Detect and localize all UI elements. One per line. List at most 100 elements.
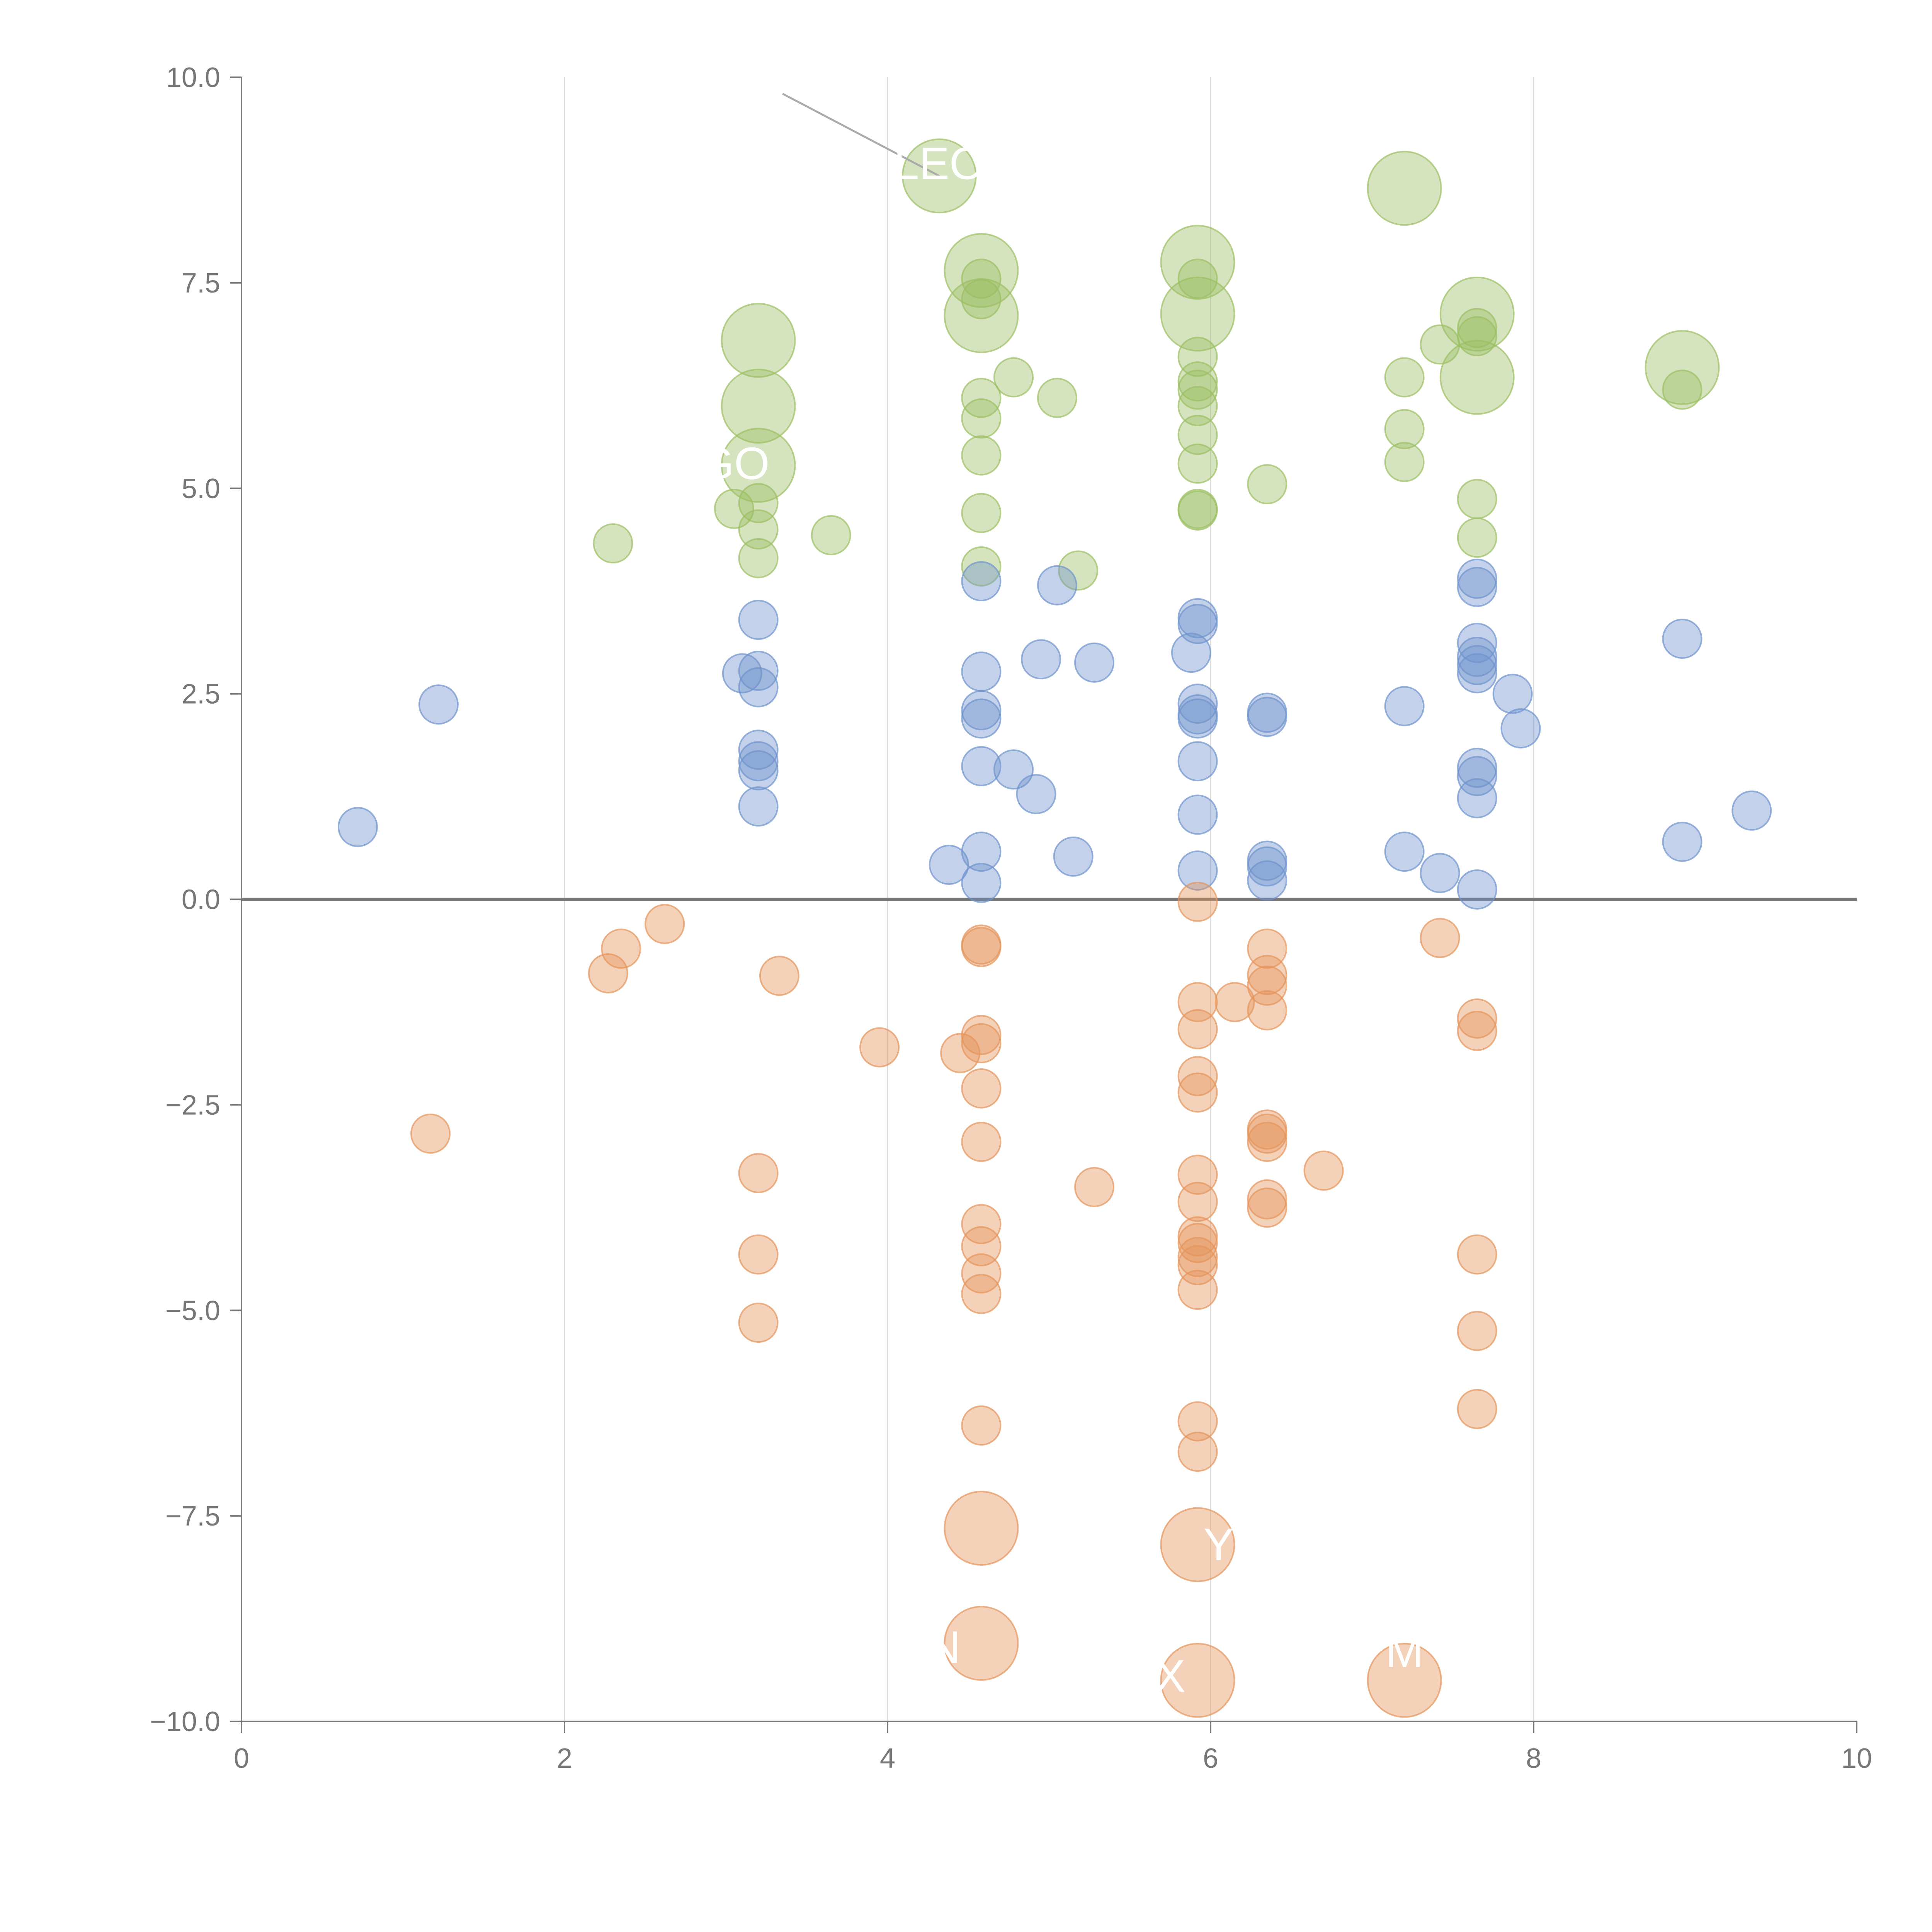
data-point-orange bbox=[1177, 1432, 1218, 1472]
x-tick-label: 6 bbox=[1203, 1743, 1218, 1774]
data-point-orange bbox=[961, 1122, 1002, 1162]
data-point-green bbox=[1457, 517, 1497, 558]
data-point-green bbox=[1384, 409, 1425, 449]
data-point-orange bbox=[410, 1113, 451, 1154]
data-point-orange bbox=[1177, 881, 1218, 922]
data-point-orange bbox=[961, 1405, 1002, 1446]
data-point-orange bbox=[1177, 1270, 1218, 1310]
data-point-blue bbox=[1053, 836, 1094, 877]
data-point-blue bbox=[738, 600, 779, 640]
data-point-blue bbox=[1662, 619, 1702, 659]
data-point-orange bbox=[961, 927, 1002, 967]
large-data-point-green bbox=[721, 303, 796, 378]
annotation-label: M bbox=[1385, 1626, 1423, 1677]
data-point-orange bbox=[961, 1274, 1002, 1314]
data-point-blue bbox=[722, 653, 762, 694]
data-point-orange bbox=[1214, 982, 1255, 1022]
data-point-orange bbox=[1177, 1401, 1218, 1442]
data-point-green bbox=[1177, 386, 1218, 426]
data-point-green bbox=[961, 493, 1002, 533]
data-point-green bbox=[1177, 490, 1218, 531]
data-point-blue bbox=[1384, 832, 1425, 872]
data-point-green bbox=[1177, 259, 1218, 299]
data-point-green bbox=[961, 378, 1002, 418]
data-point-blue bbox=[961, 832, 1002, 872]
data-point-green bbox=[1058, 550, 1099, 591]
data-point-blue bbox=[961, 651, 1002, 692]
annotation-label: WI bbox=[1029, 508, 1085, 559]
annotation-label: LEO bbox=[894, 138, 985, 189]
data-point-blue bbox=[1457, 748, 1497, 788]
data-point-blue bbox=[337, 807, 378, 847]
data-point-orange bbox=[738, 1303, 779, 1343]
data-point-blue bbox=[961, 746, 1002, 786]
y-tick-label: 0.0 bbox=[182, 884, 220, 915]
data-point-orange bbox=[1457, 1389, 1497, 1429]
x-tick-label: 2 bbox=[557, 1743, 572, 1774]
data-point-blue bbox=[929, 845, 969, 885]
data-point-blue bbox=[1457, 653, 1497, 694]
x-tick-label: 0 bbox=[234, 1743, 249, 1774]
y-tick-label: −10.0 bbox=[150, 1706, 220, 1737]
annotation-label: N bbox=[928, 1622, 961, 1673]
data-point-blue bbox=[1177, 794, 1218, 835]
annotation-label: X bbox=[1155, 1651, 1185, 1702]
large-data-point-green bbox=[721, 428, 796, 503]
y-tick-label: −2.5 bbox=[165, 1090, 220, 1121]
x-tick-label: 8 bbox=[1526, 1743, 1541, 1774]
data-point-orange bbox=[1247, 955, 1287, 995]
data-point-orange bbox=[1177, 1236, 1218, 1277]
data-points bbox=[337, 138, 1772, 1718]
data-point-orange bbox=[1177, 1072, 1218, 1113]
data-point-orange bbox=[1420, 918, 1460, 958]
data-point-green bbox=[961, 279, 1002, 320]
annotation-label: Y bbox=[1204, 1519, 1234, 1570]
data-point-blue bbox=[1500, 708, 1541, 748]
data-point-blue bbox=[1457, 567, 1497, 607]
data-point-green bbox=[1662, 369, 1702, 410]
y-tick-label: 5.0 bbox=[182, 473, 220, 504]
data-point-orange bbox=[1177, 1245, 1218, 1286]
large-data-point-green bbox=[944, 233, 1019, 308]
data-point-orange bbox=[738, 1234, 779, 1275]
data-point-blue bbox=[1384, 686, 1425, 726]
y-tick-label: 2.5 bbox=[182, 679, 220, 710]
data-point-green bbox=[1384, 357, 1425, 398]
data-point-green bbox=[1177, 361, 1218, 402]
data-point-blue bbox=[1492, 673, 1533, 714]
data-point-orange bbox=[1247, 1179, 1287, 1220]
y-tick-label: 7.5 bbox=[182, 268, 220, 299]
data-point-orange bbox=[1247, 990, 1287, 1031]
data-point-orange bbox=[1247, 1122, 1287, 1162]
data-point-blue bbox=[1457, 778, 1497, 818]
data-point-blue bbox=[1247, 846, 1287, 887]
data-point-orange bbox=[1074, 1167, 1115, 1208]
large-data-point-green bbox=[1439, 276, 1515, 352]
data-point-orange bbox=[961, 1204, 1002, 1244]
data-point-blue bbox=[738, 786, 779, 827]
data-point-blue bbox=[1177, 598, 1218, 638]
large-data-point-green bbox=[721, 369, 796, 444]
annotation-labels: LEO GO WI Y N X M bbox=[699, 93, 1423, 1702]
data-point-orange bbox=[601, 929, 641, 969]
data-point-blue bbox=[1177, 684, 1218, 724]
large-data-point-green bbox=[1439, 340, 1515, 415]
data-point-green bbox=[961, 435, 1002, 476]
data-point-green bbox=[993, 357, 1034, 398]
large-data-point-green bbox=[1645, 330, 1720, 405]
data-point-green bbox=[1457, 308, 1497, 348]
data-point-blue bbox=[1457, 756, 1497, 796]
data-point-blue bbox=[1177, 741, 1218, 782]
data-point-orange bbox=[961, 1015, 1002, 1055]
data-point-blue bbox=[961, 698, 1002, 739]
data-point-orange bbox=[588, 953, 628, 993]
data-point-blue bbox=[961, 690, 1002, 731]
data-point-green bbox=[961, 398, 1002, 439]
data-point-orange bbox=[738, 1153, 779, 1193]
x-tick-label: 10 bbox=[1841, 1743, 1872, 1774]
large-data-point-orange bbox=[1367, 1643, 1442, 1718]
data-point-blue bbox=[1074, 642, 1115, 683]
data-point-orange bbox=[645, 904, 685, 944]
data-point-green bbox=[1384, 442, 1425, 482]
data-point-blue bbox=[1247, 860, 1287, 901]
